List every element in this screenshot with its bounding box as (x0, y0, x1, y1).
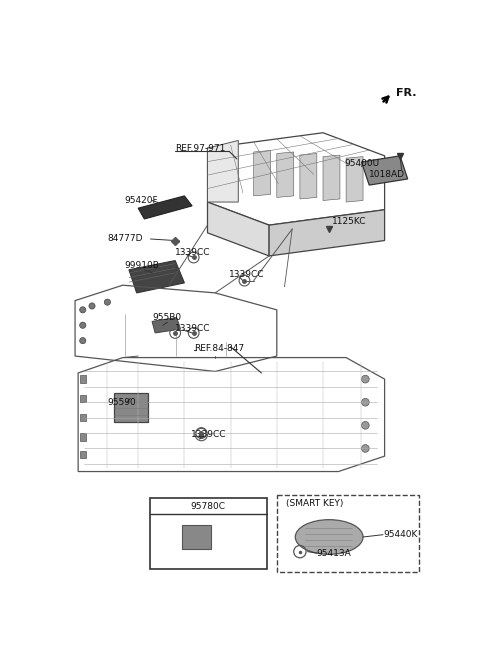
Text: 99910B: 99910B (124, 261, 159, 269)
Polygon shape (323, 155, 340, 200)
Circle shape (80, 307, 86, 313)
Polygon shape (269, 210, 384, 256)
Polygon shape (207, 141, 238, 202)
Bar (114, 393, 148, 422)
Polygon shape (300, 154, 317, 199)
Text: REF.84-847: REF.84-847 (193, 344, 244, 353)
Bar (80, 414, 86, 422)
Circle shape (80, 322, 86, 328)
Text: 95780C: 95780C (191, 501, 226, 510)
Text: 95413A: 95413A (317, 549, 351, 558)
Circle shape (361, 375, 369, 383)
Polygon shape (254, 150, 271, 196)
Polygon shape (152, 317, 180, 333)
Bar (80, 451, 86, 459)
Circle shape (361, 398, 369, 406)
Polygon shape (129, 261, 184, 293)
Circle shape (361, 422, 369, 429)
Bar (277, 495, 419, 572)
Text: REF.97-971: REF.97-971 (175, 145, 226, 153)
Text: 1339CC: 1339CC (191, 430, 226, 439)
Ellipse shape (295, 520, 363, 555)
Bar (80, 375, 86, 383)
Text: 1125KC: 1125KC (332, 217, 367, 227)
Bar (80, 395, 86, 402)
Polygon shape (346, 156, 363, 202)
Text: 95440K: 95440K (383, 530, 418, 539)
Bar (182, 525, 211, 549)
Text: 95420F: 95420F (124, 196, 158, 205)
Text: 955B0: 955B0 (152, 313, 181, 322)
Bar (150, 499, 267, 570)
Text: 84777D: 84777D (108, 235, 143, 243)
Polygon shape (138, 196, 192, 219)
Circle shape (89, 303, 95, 309)
Text: 1018AD: 1018AD (369, 170, 405, 179)
Text: 95400U: 95400U (345, 159, 380, 168)
Text: (SMART KEY): (SMART KEY) (286, 499, 343, 509)
Text: 1339CC: 1339CC (229, 270, 264, 279)
Text: 1339CC: 1339CC (175, 248, 211, 258)
Bar (80, 433, 86, 441)
Text: 1339CC: 1339CC (175, 324, 211, 332)
Text: 95590: 95590 (108, 397, 136, 407)
Circle shape (80, 338, 86, 344)
Polygon shape (277, 152, 294, 197)
Text: FR.: FR. (396, 88, 417, 98)
Circle shape (104, 299, 110, 306)
Polygon shape (361, 156, 408, 185)
Circle shape (361, 445, 369, 452)
Polygon shape (207, 202, 269, 256)
